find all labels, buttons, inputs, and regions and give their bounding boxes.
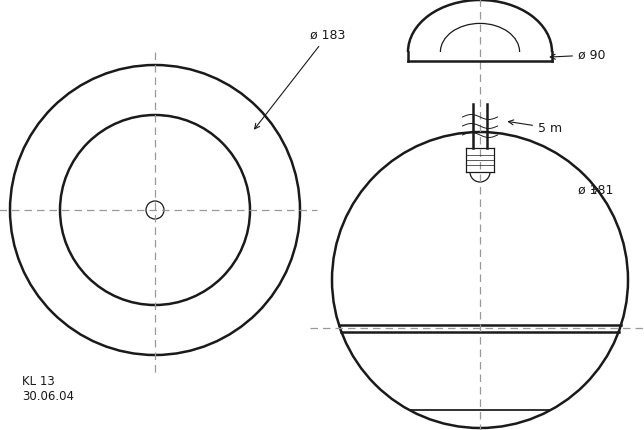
Text: ø 183: ø 183 [254, 28, 345, 129]
Text: ø 181: ø 181 [578, 184, 613, 197]
Text: ø 90: ø 90 [550, 49, 605, 61]
Text: 5 m: 5 m [509, 120, 562, 135]
Text: KL 13
30.06.04: KL 13 30.06.04 [22, 375, 74, 403]
